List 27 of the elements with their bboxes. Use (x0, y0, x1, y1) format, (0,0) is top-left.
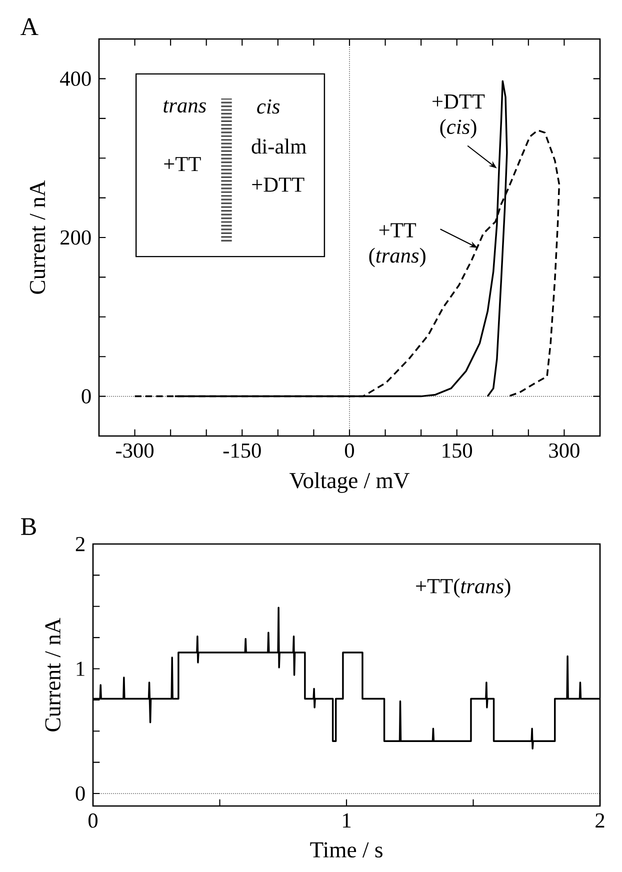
annotation: di-alm (252, 138, 306, 154)
y-tick-label: 0 (76, 786, 85, 801)
x-tick-label: 150 (442, 443, 472, 458)
y-tick-label: 2 (76, 536, 84, 552)
x-tick-label: 1 (343, 813, 351, 828)
y-tick-label: 0 (82, 389, 91, 404)
annotation: +DTT (252, 178, 304, 192)
x-tick-label: 300 (549, 443, 580, 458)
y-tick-label: 200 (60, 230, 91, 245)
x-tick-label: 2 (596, 813, 604, 828)
text: A (20, 18, 38, 35)
annotation: +TT(trans) (416, 578, 510, 598)
y-axis-title: Current / nA (45, 618, 60, 732)
annotation: trans (164, 100, 206, 113)
x-tick-label: -150 (223, 443, 261, 458)
x-tick-label: 0 (344, 443, 354, 458)
annotation: cis (257, 99, 280, 114)
x-axis-title: Time / s (310, 842, 382, 858)
x-tick-label: -300 (116, 443, 154, 458)
y-axis-title: Current / nA (30, 180, 46, 294)
x-axis-title: Voltage / mV (290, 472, 410, 493)
y-tick-label: 400 (60, 72, 91, 86)
annotation: +TT (164, 157, 201, 172)
y-tick-label: 1 (76, 662, 84, 676)
annotation: +DTT (cis) (432, 94, 485, 138)
annotation: +TT (trans) (369, 223, 426, 268)
text: B (21, 518, 36, 535)
